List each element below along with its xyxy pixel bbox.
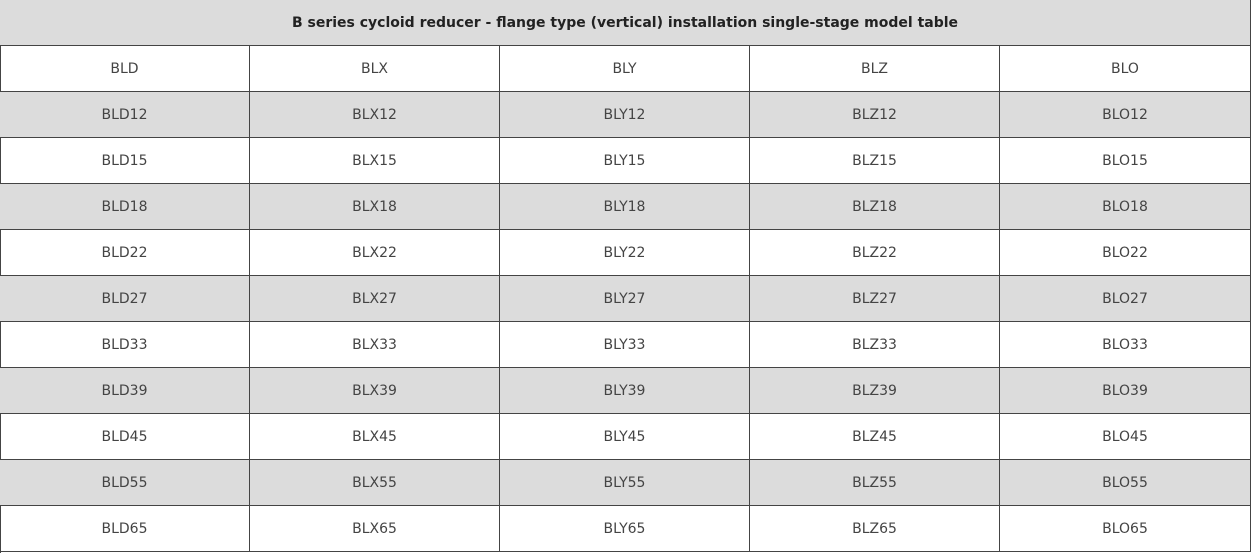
table-cell: BLD12	[0, 92, 250, 138]
table-cell: BLO18	[1000, 184, 1251, 230]
table-cell: BLY33	[500, 322, 750, 368]
table-cell: BLZ18	[750, 184, 1000, 230]
header-cell: BLX	[250, 46, 500, 92]
table-cell: BLY55	[500, 460, 750, 506]
table-cell: BLO65	[1000, 506, 1251, 552]
table-cell: BLZ33	[750, 322, 1000, 368]
header-cell: BLO	[1000, 46, 1251, 92]
table-cell: BLX45	[250, 414, 500, 460]
table-cell: BLY15	[500, 138, 750, 184]
table-cell: BLO39	[1000, 368, 1251, 414]
table-cell: BLY65	[500, 506, 750, 552]
table-cell: BLD27	[0, 276, 250, 322]
table-cell: BLZ55	[750, 460, 1000, 506]
table-cell: BLO55	[1000, 460, 1251, 506]
table-cell: BLY22	[500, 230, 750, 276]
table-cell: BLX33	[250, 322, 500, 368]
table-cell: BLY18	[500, 184, 750, 230]
table-cell: BLX15	[250, 138, 500, 184]
table-cell: BLZ27	[750, 276, 1000, 322]
table-cell: BLD18	[0, 184, 250, 230]
table-cell: BLY12	[500, 92, 750, 138]
table-cell: BLO45	[1000, 414, 1251, 460]
table-cell: BLZ22	[750, 230, 1000, 276]
table-cell: BLY27	[500, 276, 750, 322]
table-cell: BLD15	[0, 138, 250, 184]
table-cell: BLD55	[0, 460, 250, 506]
table-cell: BLZ39	[750, 368, 1000, 414]
table-cell: BLX65	[250, 506, 500, 552]
table-cell: BLX18	[250, 184, 500, 230]
table-cell: BLY45	[500, 414, 750, 460]
table-cell: BLZ15	[750, 138, 1000, 184]
table-cell: BLX39	[250, 368, 500, 414]
table-cell: BLX55	[250, 460, 500, 506]
header-cell: BLD	[0, 46, 250, 92]
table-cell: BLD33	[0, 322, 250, 368]
table-cell: BLY39	[500, 368, 750, 414]
table-cell: BLZ12	[750, 92, 1000, 138]
table-cell: BLD22	[0, 230, 250, 276]
table-cell: BLO27	[1000, 276, 1251, 322]
table-cell: BLO33	[1000, 322, 1251, 368]
table-cell: BLX12	[250, 92, 500, 138]
table-cell: BLD65	[0, 506, 250, 552]
table-cell: BLX27	[250, 276, 500, 322]
table-cell: BLO22	[1000, 230, 1251, 276]
header-cell: BLZ	[750, 46, 1000, 92]
table-cell: BLZ65	[750, 506, 1000, 552]
table-title: B series cycloid reducer - flange type (…	[0, 0, 1251, 46]
table-cell: BLZ45	[750, 414, 1000, 460]
table-cell: BLD45	[0, 414, 250, 460]
table-cell: BLO15	[1000, 138, 1251, 184]
table-cell: BLO12	[1000, 92, 1251, 138]
header-cell: BLY	[500, 46, 750, 92]
table-cell: BLX22	[250, 230, 500, 276]
table-cell: BLD39	[0, 368, 250, 414]
